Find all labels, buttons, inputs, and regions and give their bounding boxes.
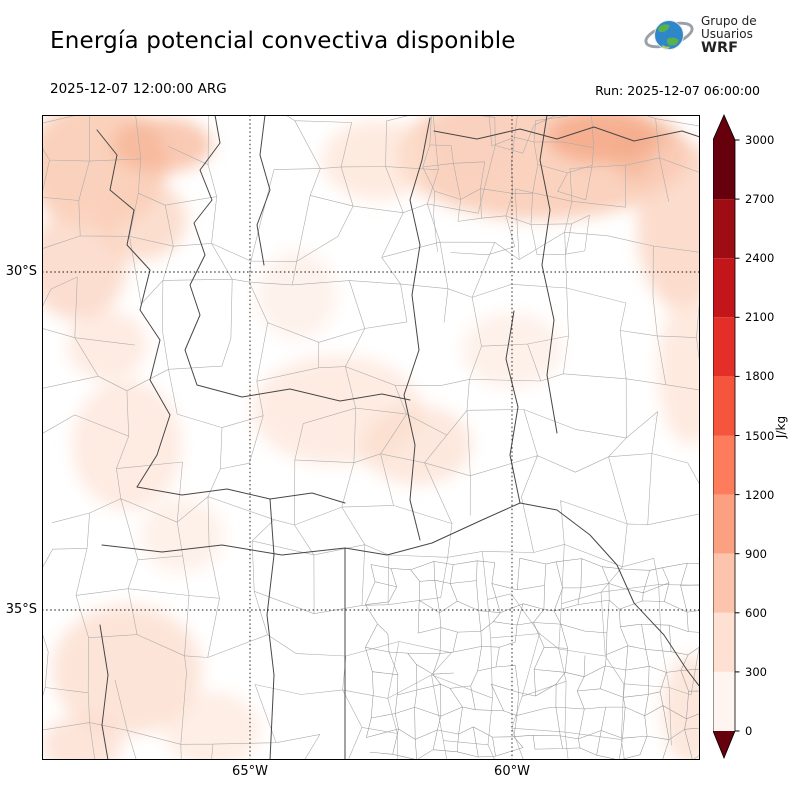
colorbar-tick-label: 300 bbox=[745, 665, 767, 679]
map-plot bbox=[42, 115, 700, 760]
colorbar-over-arrow bbox=[713, 115, 735, 140]
colorbar-segment bbox=[713, 435, 735, 495]
cape-shading bbox=[42, 115, 700, 760]
colorbar-segment bbox=[713, 612, 735, 672]
colorbar-tick-label: 2700 bbox=[745, 192, 775, 206]
province-boundaries bbox=[96, 115, 700, 760]
wrf-logo: Grupo de Usuarios WRF bbox=[643, 12, 757, 58]
logo-line-1: Grupo de bbox=[701, 14, 757, 28]
colorbar-segment bbox=[713, 671, 735, 731]
colorbar-under-arrow bbox=[713, 731, 735, 758]
colorbar-tick-label: 1500 bbox=[745, 429, 775, 443]
colorbar bbox=[713, 114, 740, 759]
colorbar-outline bbox=[713, 114, 736, 759]
colorbar-segment bbox=[713, 199, 735, 259]
lon-label-60w: 60°W bbox=[494, 764, 530, 779]
lat-label-35s: 35°S bbox=[5, 602, 37, 617]
colorbar-tick-label: 1200 bbox=[745, 488, 775, 502]
logo-line-2: Usuarios bbox=[701, 27, 753, 41]
logo-line-3: WRF bbox=[701, 40, 739, 56]
colorbar-segment bbox=[713, 140, 735, 200]
colorbar-tick-marks bbox=[735, 139, 740, 732]
colorbar-tick-label: 2400 bbox=[745, 251, 775, 265]
grid-lines bbox=[42, 115, 700, 760]
colorbar-segment bbox=[713, 317, 735, 377]
colorbar-segment bbox=[713, 258, 735, 318]
colorbar-tick-label: 1800 bbox=[745, 369, 775, 383]
colorbar-tick-label: 600 bbox=[745, 606, 767, 620]
colorbar-segment bbox=[713, 494, 735, 554]
colorbar-unit-label: J/kg bbox=[774, 415, 788, 439]
logo-text: Grupo de Usuarios WRF bbox=[701, 14, 757, 56]
lon-label-65w: 65°W bbox=[232, 764, 268, 779]
map-border bbox=[42, 115, 700, 760]
globe-icon bbox=[644, 20, 694, 50]
colorbar-segment bbox=[713, 553, 735, 613]
colorbar-segment bbox=[713, 376, 735, 436]
page-title: Energía potencial convectiva disponible bbox=[50, 28, 516, 54]
lat-label-30s: 30°S bbox=[5, 264, 37, 279]
colorbar-tick-label: 0 bbox=[745, 724, 753, 738]
map-panel bbox=[42, 115, 700, 760]
run-time-label: Run: 2025-12-07 06:00:00 bbox=[595, 83, 760, 98]
colorbar-tick-label: 2100 bbox=[745, 310, 775, 324]
valid-time-label: 2025-12-07 12:00:00 ARG bbox=[50, 81, 227, 97]
colorbar-tick-label: 900 bbox=[745, 547, 767, 561]
colorbar-tick-label: 3000 bbox=[745, 133, 775, 147]
